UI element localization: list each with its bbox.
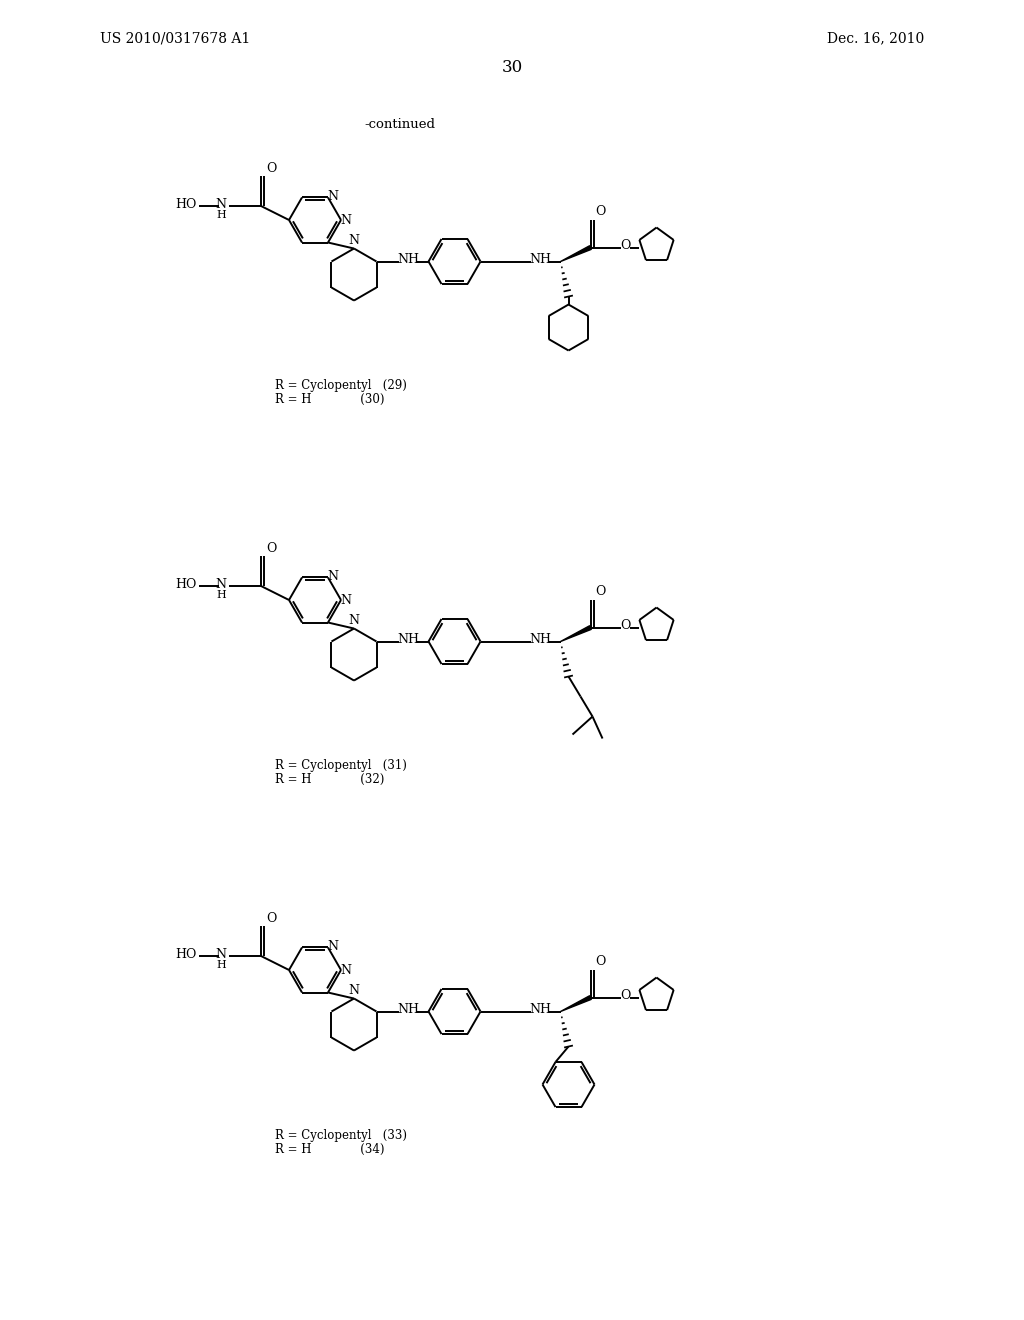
Text: N: N (341, 214, 351, 227)
Text: R = H             (30): R = H (30) (275, 392, 384, 405)
Text: N: N (328, 190, 339, 203)
Text: H: H (216, 960, 226, 970)
Text: N: N (328, 940, 339, 953)
Text: O: O (595, 954, 606, 968)
Text: R = H             (32): R = H (32) (275, 772, 384, 785)
Text: N: N (215, 949, 226, 961)
Text: NH: NH (397, 1003, 420, 1016)
Text: NH: NH (397, 634, 420, 645)
Text: NH: NH (529, 634, 552, 645)
Text: O: O (595, 205, 606, 218)
Text: R = Cyclopentyl   (29): R = Cyclopentyl (29) (275, 379, 407, 392)
Text: US 2010/0317678 A1: US 2010/0317678 A1 (100, 30, 250, 45)
Text: N: N (215, 198, 226, 211)
Text: O: O (266, 912, 276, 924)
Polygon shape (560, 995, 592, 1011)
Text: HO: HO (175, 948, 197, 961)
Text: HO: HO (175, 578, 197, 590)
Text: H: H (216, 590, 226, 601)
Text: NH: NH (529, 253, 552, 267)
Text: N: N (348, 234, 359, 247)
Text: O: O (621, 619, 631, 632)
Text: N: N (348, 983, 359, 997)
Polygon shape (560, 246, 592, 261)
Text: R = Cyclopentyl   (31): R = Cyclopentyl (31) (275, 759, 407, 771)
Text: N: N (328, 570, 339, 583)
Text: N: N (348, 614, 359, 627)
Text: R = Cyclopentyl   (33): R = Cyclopentyl (33) (275, 1129, 407, 1142)
Text: NH: NH (397, 253, 420, 267)
Text: N: N (215, 578, 226, 591)
Text: O: O (621, 239, 631, 252)
Text: R = H             (34): R = H (34) (275, 1143, 384, 1155)
Text: 30: 30 (502, 59, 522, 77)
Text: NH: NH (529, 1003, 552, 1016)
Polygon shape (560, 626, 592, 642)
Text: N: N (341, 594, 351, 606)
Text: -continued: -continued (365, 119, 435, 132)
Text: H: H (216, 210, 226, 220)
Text: Dec. 16, 2010: Dec. 16, 2010 (826, 30, 924, 45)
Text: N: N (341, 964, 351, 977)
Text: HO: HO (175, 198, 197, 210)
Text: O: O (621, 989, 631, 1002)
Text: O: O (266, 161, 276, 174)
Text: O: O (266, 541, 276, 554)
Text: O: O (595, 585, 606, 598)
